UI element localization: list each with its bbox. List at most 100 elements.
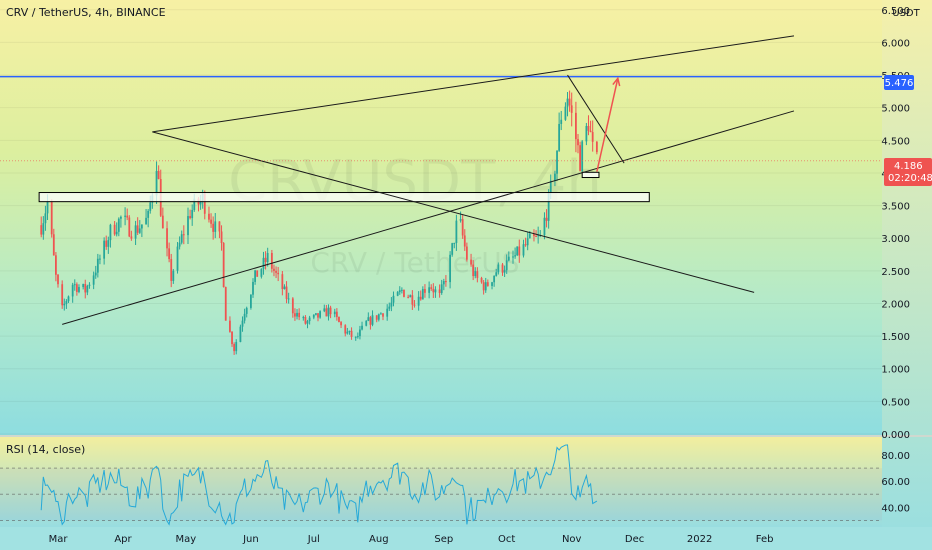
candle-body [273, 268, 275, 271]
candle-body [380, 313, 382, 315]
candle-body [193, 198, 196, 210]
candle-body [417, 296, 420, 306]
candle-body [157, 170, 160, 180]
candle-body [547, 192, 550, 221]
candle-body [256, 270, 259, 277]
candle-body [411, 295, 414, 305]
candle-body [359, 329, 361, 337]
candle-body [180, 234, 183, 243]
candle-body [88, 284, 91, 286]
candle-body [294, 313, 296, 317]
candle-body [260, 268, 263, 277]
candle-body [575, 112, 577, 140]
support-zone [38, 192, 650, 203]
candle-body [298, 312, 301, 318]
candle-body [388, 306, 391, 309]
candle-body [86, 285, 89, 293]
candle-body [187, 216, 189, 236]
candle-body [442, 281, 445, 285]
time-axis-bg[interactable] [0, 527, 932, 550]
candle-body [218, 221, 221, 232]
price-tick-label: 5.000 [881, 104, 910, 115]
candle-body [354, 336, 357, 338]
time-tick-label: Aug [369, 534, 389, 545]
candle-body [214, 221, 217, 232]
time-tick-label: Jul [307, 534, 320, 545]
candle-body [304, 317, 307, 324]
candle-body [168, 248, 171, 260]
candle-body [94, 272, 97, 276]
candle-body [229, 320, 231, 332]
candle-body [40, 225, 43, 235]
candle-body [302, 317, 305, 319]
candle-body [497, 264, 500, 273]
short-descending-line [567, 74, 625, 164]
candle-body [445, 281, 447, 283]
candle-body [46, 201, 49, 214]
rsi-axis: 40.00 60.00 80.00 [881, 451, 910, 514]
candle-body [400, 289, 403, 291]
candle-body [82, 284, 85, 288]
candle-body [115, 231, 118, 235]
projection-arrow [596, 78, 619, 172]
price-tick-label: 6.000 [881, 38, 910, 49]
lower-rising-line [62, 110, 795, 325]
candle-body [386, 308, 389, 317]
candle-body [507, 256, 510, 261]
candle-body [449, 254, 451, 283]
candle-body [285, 286, 288, 299]
upper-channel-line [152, 35, 795, 133]
rsi-title[interactable]: RSI (14, close) [6, 443, 85, 456]
candle-body [528, 233, 531, 239]
candle-body [243, 313, 246, 321]
candle-body [503, 270, 506, 273]
candle-body [419, 296, 422, 300]
candle-body [120, 216, 122, 219]
candle-body [409, 295, 412, 298]
candle-body [587, 125, 590, 131]
small-box [581, 171, 600, 179]
candle-body [338, 316, 340, 323]
candle-body [522, 244, 525, 256]
candle-body [350, 330, 353, 337]
candle-body [126, 215, 129, 218]
candle-body [208, 213, 210, 220]
candle-body [549, 180, 552, 193]
time-tick-label: Oct [498, 534, 515, 545]
candle-body [491, 282, 493, 286]
price-tick-label: 2.500 [881, 267, 910, 278]
currency-label[interactable]: USDT [892, 8, 920, 19]
candle-body [63, 303, 66, 306]
candle-body [296, 312, 298, 317]
chart-title[interactable]: CRV / TetherUS, 4h, BINANCE [6, 6, 166, 19]
candle-body [138, 228, 141, 233]
candle-body [505, 260, 508, 271]
candle-body [371, 315, 374, 325]
candle-body [52, 234, 55, 256]
candle-body [109, 224, 112, 241]
candle-body [71, 284, 74, 297]
candle-body [346, 331, 349, 334]
candle-body [361, 325, 363, 330]
candle-body [356, 336, 359, 338]
candle-body [554, 173, 556, 181]
time-tick-label: May [176, 534, 197, 545]
time-tick-label: Jun [242, 534, 259, 545]
candle-body [61, 284, 64, 306]
candle-body [78, 287, 80, 292]
candle-body [516, 246, 519, 256]
candle-body [484, 282, 487, 291]
candle-body [459, 219, 462, 221]
candle-body [323, 308, 326, 312]
candle-body [96, 258, 99, 273]
candle-body [241, 320, 244, 327]
candle-body [147, 210, 150, 218]
level-badge: 5.476 [884, 75, 914, 90]
candle-body [65, 301, 68, 304]
candle-body [287, 298, 290, 300]
candle-body [430, 287, 433, 289]
candle-body [558, 123, 561, 151]
candle-body [335, 311, 338, 317]
time-tick-label: Mar [49, 534, 69, 545]
